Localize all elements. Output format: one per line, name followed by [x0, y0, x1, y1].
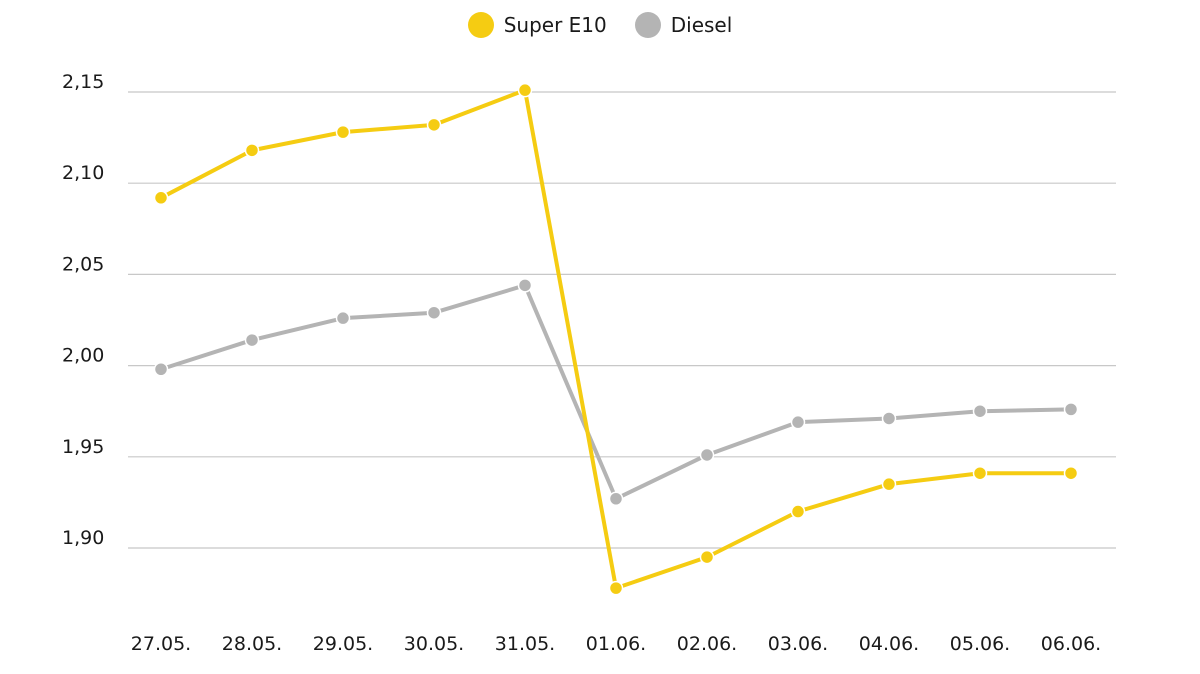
x-tick-label: 30.05.: [404, 633, 464, 655]
legend-swatch-diesel: [634, 12, 661, 38]
series-line-diesel: [159, 283, 1073, 501]
x-tick-label: 01.06.: [586, 633, 646, 655]
data-point-diesel: [244, 332, 260, 348]
data-point-diesel: [517, 278, 533, 293]
data-point-super-e10: [153, 190, 169, 206]
y-axis-ticks: 1,90 1,95 2,00 2,05 2,10 2,15: [62, 71, 104, 549]
legend-item-diesel[interactable]: Diesel: [634, 12, 733, 38]
chart-legend: Super E10 Diesel: [0, 12, 1200, 38]
data-point-diesel: [972, 403, 988, 419]
y-tick-label: 2,15: [62, 71, 104, 93]
data-point-super-e10: [608, 580, 624, 596]
data-point-super-e10: [699, 549, 715, 565]
x-tick-label: 03.06.: [768, 633, 828, 655]
data-point-diesel: [426, 305, 442, 320]
x-tick-label: 04.06.: [859, 633, 919, 655]
data-point-diesel: [699, 447, 715, 463]
data-point-diesel: [881, 411, 897, 426]
data-point-super-e10: [881, 476, 897, 492]
legend-swatch-super-e10: [467, 12, 494, 38]
y-tick-label: 1,95: [62, 436, 104, 458]
series-lines: [153, 82, 1079, 596]
legend-label-diesel: Diesel: [670, 13, 733, 37]
y-tick-label: 2,10: [62, 162, 104, 184]
data-point-diesel: [153, 361, 169, 377]
data-point-super-e10: [335, 124, 351, 140]
x-tick-label: 29.05.: [313, 633, 373, 655]
y-tick-label: 2,00: [62, 345, 104, 367]
legend-label-super-e10: Super E10: [503, 13, 607, 37]
gridlines: [128, 91, 1116, 549]
x-tick-label: 31.05.: [495, 633, 555, 655]
x-axis-ticks: 27.05. 28.05. 29.05. 30.05. 31.05. 01.06. 02.0…: [131, 633, 1101, 655]
data-point-diesel: [790, 414, 806, 430]
data-point-diesel: [1063, 402, 1079, 417]
x-tick-label: 05.06.: [950, 633, 1010, 655]
series-line-super-e10: [159, 88, 1073, 591]
data-point-super-e10: [426, 117, 442, 133]
data-point-super-e10: [517, 82, 533, 98]
x-tick-label: 02.06.: [677, 633, 737, 655]
data-point-diesel: [335, 310, 351, 326]
legend-item-super-e10[interactable]: Super E10: [467, 12, 607, 38]
data-point-diesel: [608, 491, 624, 507]
x-tick-label: 28.05.: [222, 633, 282, 655]
x-tick-label: 27.05.: [131, 633, 191, 655]
data-point-super-e10: [1063, 465, 1079, 481]
y-tick-label: 2,05: [62, 253, 104, 275]
data-point-super-e10: [972, 465, 988, 481]
data-point-super-e10: [244, 143, 260, 158]
x-tick-label: 06.06.: [1041, 633, 1101, 655]
y-tick-label: 1,90: [62, 527, 104, 549]
data-point-super-e10: [790, 504, 806, 519]
